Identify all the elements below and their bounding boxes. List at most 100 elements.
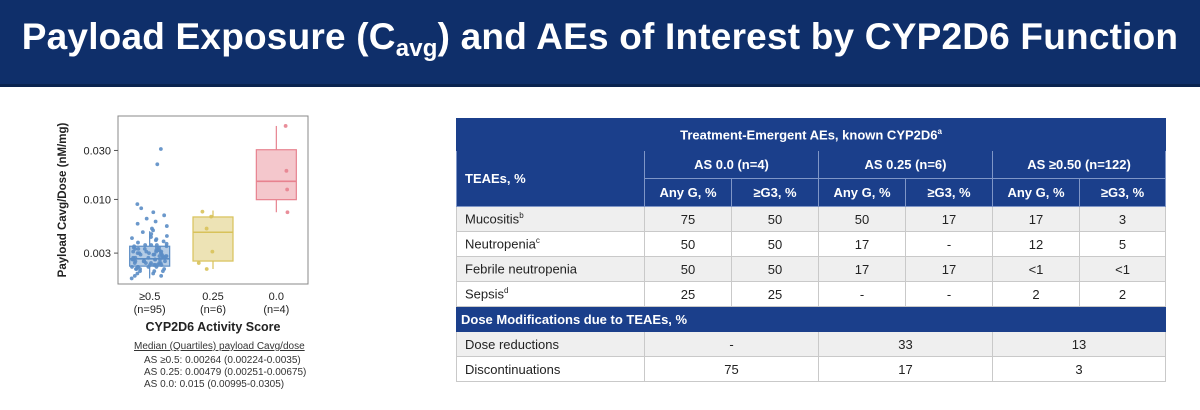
data-point xyxy=(151,252,156,257)
subheader: Any G, % xyxy=(818,178,906,207)
data-point xyxy=(204,267,209,271)
data-point xyxy=(140,230,145,235)
table-cell: - xyxy=(818,281,906,307)
table-cell: 50 xyxy=(818,206,906,232)
data-point xyxy=(135,265,140,269)
data-point xyxy=(149,235,153,239)
table-cell: 50 xyxy=(731,206,819,232)
data-point xyxy=(153,257,158,262)
data-point xyxy=(158,251,163,256)
table-cell: 75 xyxy=(644,206,732,232)
data-point xyxy=(285,210,290,215)
ae-table: Treatment-Emergent AEs, known CYP2D6a TE… xyxy=(455,118,1167,382)
box xyxy=(192,216,234,262)
data-point xyxy=(146,255,151,260)
table-cell: 17 xyxy=(905,256,993,282)
table-cell: 3 xyxy=(991,356,1167,382)
y-tick-label: 0.003 xyxy=(83,248,111,260)
table-cell: 75 xyxy=(644,356,819,382)
data-point xyxy=(285,187,290,192)
table-cell: <1 xyxy=(1078,256,1167,282)
median-note: Median (Quartiles) payload Cavg/dose AS … xyxy=(118,341,338,391)
data-point xyxy=(158,257,162,262)
data-point xyxy=(164,254,169,259)
x-tick-label: 0.25 xyxy=(202,291,223,303)
row-label: Mucositisb xyxy=(456,206,645,232)
table-row: Sepsisd 25 25 - - 2 2 xyxy=(456,281,1167,307)
table-cell: - xyxy=(644,331,819,357)
row-label: Dose reductions xyxy=(456,331,645,357)
x-tick-count: (n=6) xyxy=(200,304,226,316)
row-header: TEAEs, % xyxy=(456,150,645,207)
table-cell: 3 xyxy=(1078,206,1167,232)
data-point xyxy=(284,168,289,173)
table-cell: - xyxy=(905,281,993,307)
table-cell: 50 xyxy=(731,231,819,257)
table-cell: 5 xyxy=(1078,231,1167,257)
table-cell: 13 xyxy=(991,331,1167,357)
median-line-00: AS 0.0: 0.015 (0.00995-0.0305) xyxy=(144,379,285,390)
data-point xyxy=(131,249,136,254)
box xyxy=(255,149,297,201)
group-header-as050: AS ≥0.50 (n=122) xyxy=(991,150,1167,179)
group-header-as025: AS 0.25 (n=6) xyxy=(818,150,993,179)
data-point xyxy=(155,162,160,167)
data-point xyxy=(162,213,167,218)
data-point xyxy=(139,206,144,211)
data-point xyxy=(283,124,288,128)
table-cell: 25 xyxy=(731,281,819,307)
table-cell: <1 xyxy=(992,256,1080,282)
table-cell: 17 xyxy=(818,256,906,282)
data-point xyxy=(135,271,140,276)
x-tick-label: 0.0 xyxy=(269,291,284,303)
group-header-as00: AS 0.0 (n=4) xyxy=(644,150,819,179)
table-cell: 17 xyxy=(818,231,906,257)
table-row: Neutropeniac 50 50 17 - 12 5 xyxy=(456,231,1167,257)
data-point xyxy=(151,210,156,215)
table-cell: 50 xyxy=(731,256,819,282)
data-point xyxy=(161,239,166,244)
table-cell: 50 xyxy=(644,256,732,282)
data-point xyxy=(144,249,149,254)
subheader: Any G, % xyxy=(644,178,732,207)
data-point xyxy=(164,241,169,246)
data-point xyxy=(210,249,215,254)
data-point xyxy=(154,237,159,242)
table-cell: 25 xyxy=(644,281,732,307)
section-title: Dose Modifications due to TEAEs, % xyxy=(455,306,1167,332)
row-label: Neutropeniac xyxy=(456,231,645,257)
data-point xyxy=(196,261,201,265)
data-point xyxy=(157,261,162,265)
table-title: Treatment-Emergent AEs, known CYP2D6a xyxy=(455,118,1167,151)
table-cell: 12 xyxy=(992,231,1080,257)
row-label: Febrile neutropenia xyxy=(456,256,645,282)
x-tick-count: (n=4) xyxy=(263,304,289,316)
data-point xyxy=(154,243,159,247)
table-cell: - xyxy=(905,231,993,257)
data-point xyxy=(130,265,134,269)
data-point xyxy=(135,202,140,207)
row-label: Discontinuations xyxy=(456,356,645,382)
slide-title: Payload Exposure (Cavg) and AEs of Inter… xyxy=(21,16,1179,62)
box-plot-chart: 0.003 0.010 0.030 Payload Cavg/Dose (nM/mg)… xyxy=(57,115,309,334)
table-row: Discontinuations 75 17 3 xyxy=(456,356,1167,382)
data-point xyxy=(209,214,214,219)
data-point xyxy=(204,226,209,231)
subheader: ≥G3, % xyxy=(1078,178,1167,207)
x-tick-count: (n=95) xyxy=(134,304,166,316)
table-row: Febrile neutropenia 50 50 17 17 <1 <1 xyxy=(456,256,1167,282)
y-tick-label: 0.030 xyxy=(83,145,111,157)
title-banner: Payload Exposure (Cavg) and AEs of Inter… xyxy=(0,0,1200,87)
data-point xyxy=(152,263,156,267)
row-label: Sepsisd xyxy=(456,281,645,307)
data-point xyxy=(136,240,140,245)
y-axis-label: Payload Cavg/Dose (nM/mg) xyxy=(57,123,69,278)
data-point xyxy=(149,232,154,236)
data-point xyxy=(162,267,167,271)
data-point xyxy=(130,236,134,241)
y-tick-label: 0.010 xyxy=(83,194,111,206)
data-point xyxy=(164,234,169,238)
data-point xyxy=(142,246,147,251)
data-point xyxy=(131,257,136,262)
data-point xyxy=(159,273,164,278)
